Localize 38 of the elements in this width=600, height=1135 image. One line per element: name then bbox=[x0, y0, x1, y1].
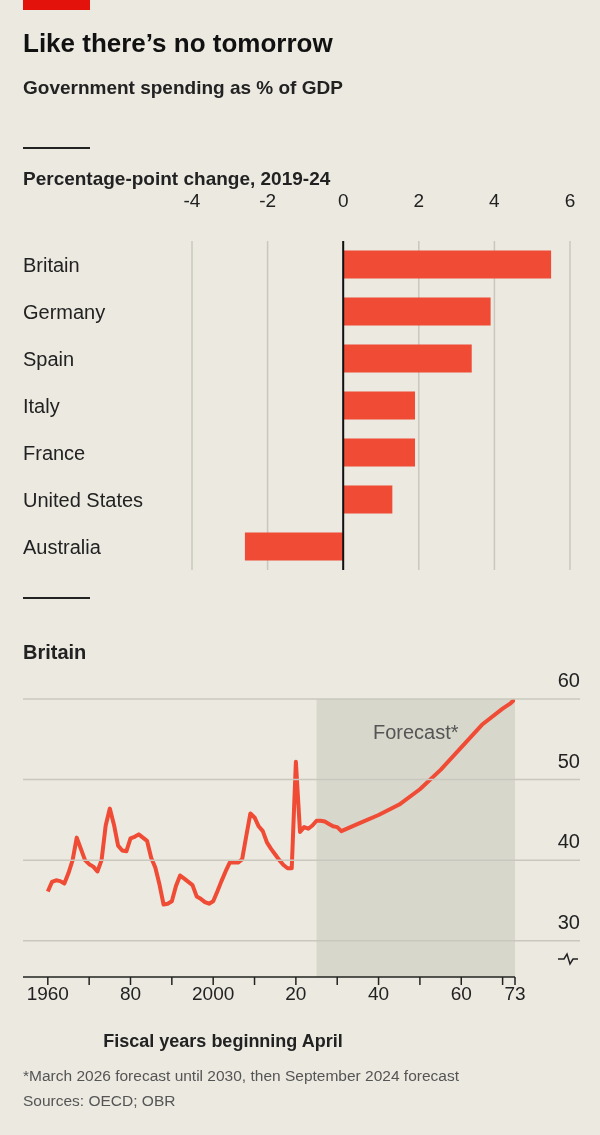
x-tick-label: 40 bbox=[367, 983, 390, 1005]
x-tick-label: 20 bbox=[285, 983, 307, 1005]
bar bbox=[343, 485, 393, 514]
x-tick-label: 1960 bbox=[26, 983, 69, 1005]
x-tick-label: 80 bbox=[119, 983, 142, 1005]
bar bbox=[343, 297, 491, 326]
x-tick-label: -2 bbox=[259, 190, 277, 211]
y-tick-label: 50 bbox=[557, 749, 580, 772]
y-tick-label: Italy bbox=[23, 394, 60, 417]
bar bbox=[343, 438, 416, 467]
y-tick-label: Germany bbox=[23, 300, 106, 323]
x-tick-label: 2 bbox=[413, 190, 425, 211]
x-tick-label: 0 bbox=[337, 190, 349, 211]
x-tick-label: 4 bbox=[489, 190, 501, 211]
x-tick-label: -4 bbox=[183, 190, 201, 211]
bar bbox=[244, 532, 344, 561]
x-tick-label: 73 bbox=[504, 983, 526, 1005]
chart-title: Like there’s no tomorrow bbox=[23, 28, 333, 59]
x-axis-title: Fiscal years beginning April bbox=[102, 1031, 344, 1052]
y-tick-label: Australia bbox=[23, 535, 102, 558]
bar bbox=[343, 391, 416, 420]
x-axis-title: Percentage-point change, 2019-24 bbox=[23, 168, 331, 190]
source-note: Sources: OECD; OBR bbox=[23, 1092, 176, 1110]
bar bbox=[343, 250, 552, 279]
x-tick-label: 60 bbox=[450, 983, 472, 1005]
y-tick-label: Britain bbox=[23, 253, 80, 276]
y-tick-label: 30 bbox=[557, 910, 580, 933]
y-tick-label: France bbox=[23, 441, 86, 464]
y-tick-label: 60 bbox=[557, 669, 580, 691]
bar bbox=[343, 344, 472, 373]
y-tick-label: United States bbox=[23, 488, 144, 511]
x-tick-label: 6 bbox=[564, 190, 576, 211]
chart-subtitle: Government spending as % of GDP bbox=[23, 77, 343, 99]
x-tick-label: 2000 bbox=[192, 983, 235, 1005]
y-tick-label: 40 bbox=[557, 830, 580, 853]
y-tick-label: Spain bbox=[23, 347, 75, 370]
text: *March 2026 forecast until 2030, then September 2024 forecast bbox=[23, 1067, 459, 1085]
band-label: Forecast* bbox=[372, 721, 459, 743]
